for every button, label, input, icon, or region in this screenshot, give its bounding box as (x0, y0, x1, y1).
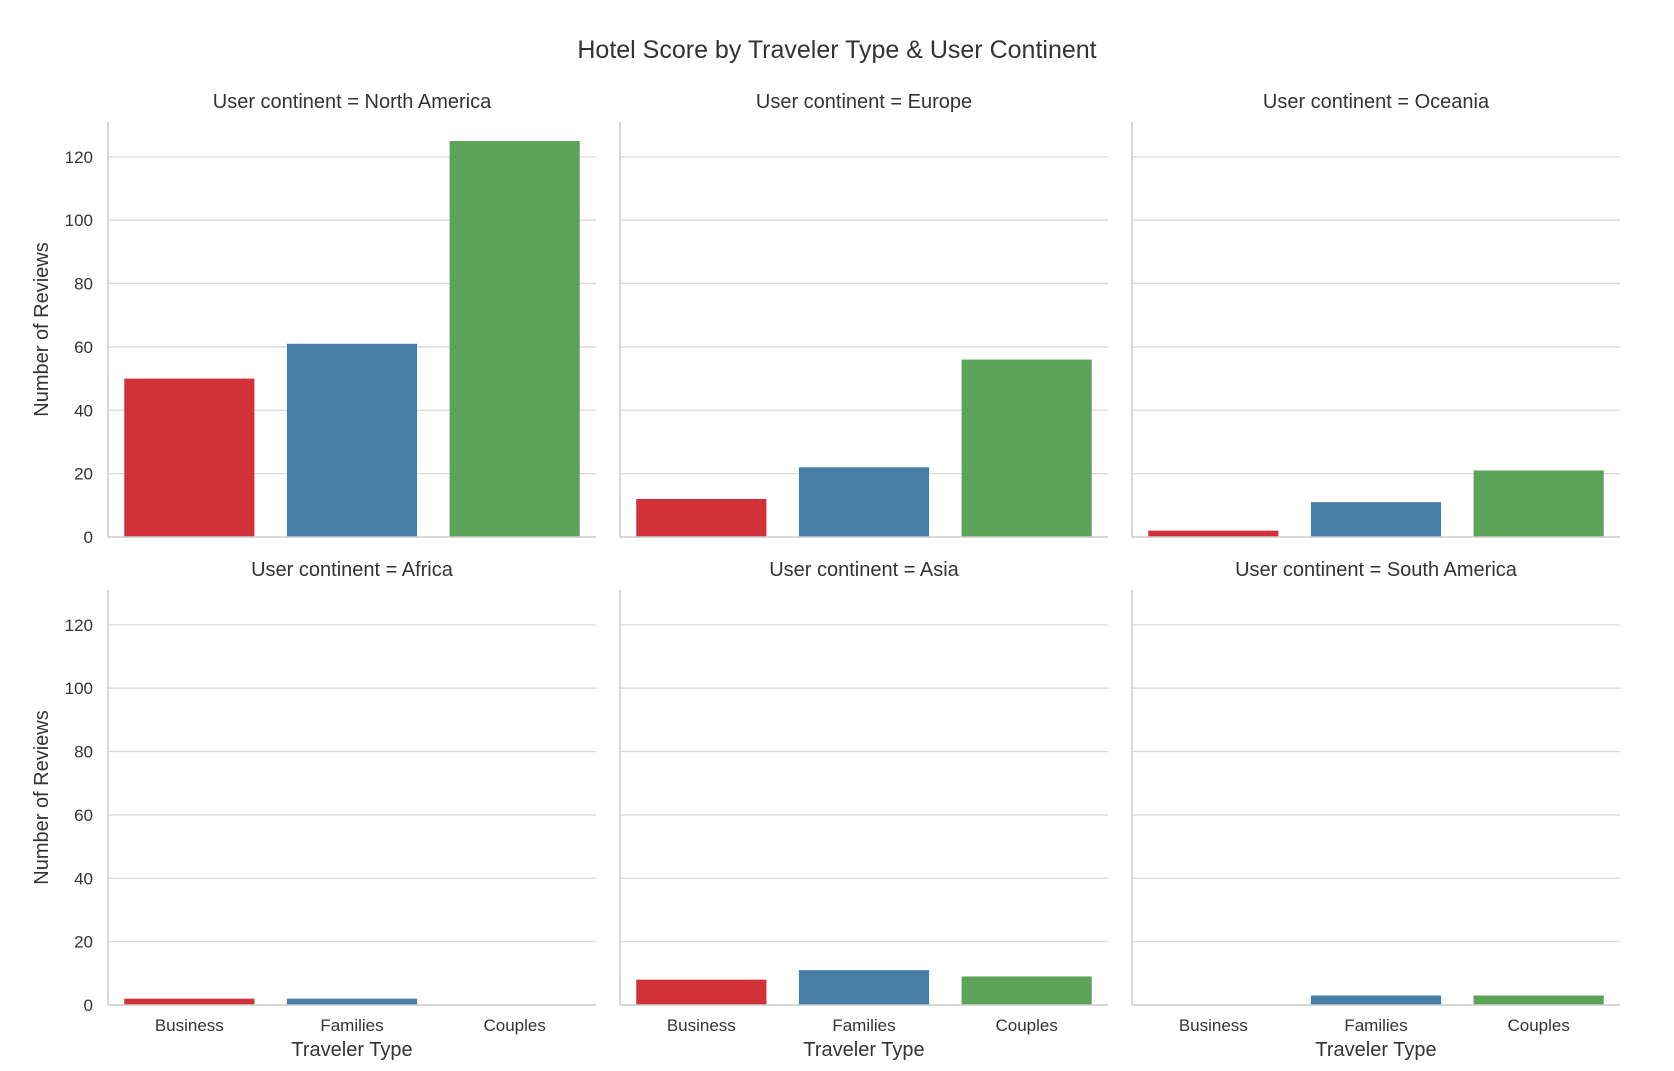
x-tick-label: Business (155, 1016, 224, 1035)
bar-business (124, 998, 255, 1005)
y-tick-label: 120 (65, 616, 93, 635)
x-tick-label: Families (320, 1016, 383, 1035)
y-axis-label: Number of Reviews (31, 242, 53, 417)
bar-couples (449, 141, 580, 537)
x-tick-label: Business (1179, 1016, 1248, 1035)
y-axis-label: Number of Reviews (31, 710, 53, 885)
y-tick-label: 100 (65, 211, 93, 230)
facet-title: User continent = South America (1235, 559, 1518, 581)
y-tick-label: 20 (74, 465, 93, 484)
y-tick-label: 40 (74, 869, 93, 888)
x-axis-label: Traveler Type (1315, 1039, 1436, 1061)
x-tick-label: Business (667, 1016, 736, 1035)
x-tick-label: Couples (483, 1016, 545, 1035)
y-tick-label: 0 (84, 528, 93, 547)
facet-title: User continent = Asia (769, 559, 959, 581)
bar-families (286, 343, 418, 537)
bar-couples (961, 976, 1092, 1005)
bar-families (798, 467, 930, 537)
bar-couples (1473, 995, 1604, 1005)
x-tick-label: Couples (995, 1016, 1057, 1035)
bar-business (1148, 530, 1279, 537)
y-tick-label: 80 (74, 275, 93, 294)
bar-business (124, 378, 255, 537)
bar-couples (1473, 470, 1604, 537)
x-axis-label: Traveler Type (803, 1039, 924, 1061)
facet-title: User continent = North America (213, 91, 492, 113)
bar-families (1310, 502, 1442, 537)
y-tick-label: 20 (74, 933, 93, 952)
y-tick-label: 40 (74, 401, 93, 420)
facet-title: User continent = Africa (251, 559, 454, 581)
y-tick-label: 100 (65, 679, 93, 698)
bar-couples (961, 359, 1092, 537)
x-axis-label: Traveler Type (291, 1039, 412, 1061)
x-tick-label: Families (832, 1016, 895, 1035)
bar-families (1310, 995, 1442, 1005)
facet-title: User continent = Europe (756, 91, 972, 113)
y-tick-label: 0 (84, 996, 93, 1015)
bar-families (286, 998, 418, 1005)
y-tick-label: 60 (74, 806, 93, 825)
chart-title: Hotel Score by Traveler Type & User Cont… (577, 36, 1096, 64)
bar-families (798, 970, 930, 1005)
x-tick-label: Couples (1507, 1016, 1569, 1035)
bar-business (636, 498, 767, 537)
x-tick-label: Families (1344, 1016, 1407, 1035)
y-tick-label: 60 (74, 338, 93, 357)
y-tick-label: 80 (74, 743, 93, 762)
facet-title: User continent = Oceania (1263, 91, 1490, 113)
bar-business (636, 979, 767, 1005)
y-tick-label: 120 (65, 148, 93, 167)
